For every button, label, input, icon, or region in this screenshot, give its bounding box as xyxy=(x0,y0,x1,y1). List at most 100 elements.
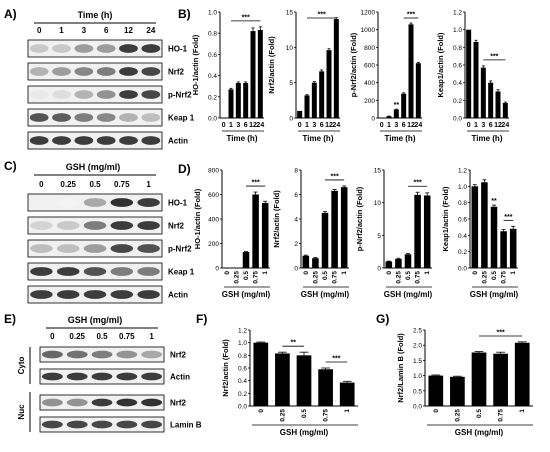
x-tick-label: 0 xyxy=(258,409,265,413)
blot-band xyxy=(56,244,80,253)
bar xyxy=(480,67,486,118)
lane-label: 0.5 xyxy=(96,332,108,341)
y-tick-label: 0.4 xyxy=(458,233,467,240)
x-tick-label: 3 xyxy=(236,122,240,129)
lane-label: 1 xyxy=(59,26,64,35)
y-tick-label: 0.4 xyxy=(208,73,217,80)
y-tick-label: 10 xyxy=(374,200,382,207)
blot-band xyxy=(74,136,94,145)
blot-band xyxy=(96,67,116,76)
y-tick-label: 800 xyxy=(208,168,219,175)
blot-band xyxy=(116,372,138,381)
group-label: Cyto xyxy=(17,357,26,375)
x-tick-label: 0 xyxy=(380,122,384,129)
lane-label: 12 xyxy=(124,26,133,35)
blot-band xyxy=(83,244,107,253)
bar xyxy=(481,182,488,268)
bar xyxy=(326,50,332,118)
blot-band xyxy=(74,90,94,99)
blot-band xyxy=(110,221,134,230)
y-tick-label: 0.4 xyxy=(238,378,247,385)
y-tick-label: 1.0 xyxy=(458,184,467,191)
blot-band xyxy=(41,420,63,429)
y-tick-label: 0.6 xyxy=(458,217,467,224)
x-tick-label: 0 xyxy=(386,271,393,275)
y-tick-label: 2.5 xyxy=(413,328,422,335)
x-tick-label: 0 xyxy=(224,271,231,275)
bar xyxy=(393,109,399,118)
significance-stars: *** xyxy=(242,14,250,21)
y-tick-label: 0 xyxy=(377,266,381,273)
x-tick-label: 0 xyxy=(472,271,479,275)
blot-band xyxy=(137,198,160,207)
x-tick-label: 1 xyxy=(344,409,351,413)
chart-f-8: F) 0.0 0.2 0.4 0.6 0.8 1.0 1.2 Nrf2/actin (Fold)… xyxy=(196,312,358,437)
x-tick-label: 24 xyxy=(414,122,422,129)
bar xyxy=(423,195,431,268)
x-axis-label: GSH (mg/ml) xyxy=(384,290,433,299)
blot-band xyxy=(41,398,63,407)
blot-band xyxy=(29,67,49,76)
y-tick-label: 0.8 xyxy=(238,353,247,360)
y-tick-label: 15 xyxy=(374,168,382,175)
panel-letter-a: A) xyxy=(4,7,17,21)
blot-band xyxy=(29,90,49,99)
blot-a-header: Time (h) xyxy=(78,10,113,20)
bar xyxy=(408,24,414,118)
x-tick-label: 0 xyxy=(433,409,440,413)
blot-band xyxy=(74,67,94,76)
y-tick-label: 1.0 xyxy=(238,340,247,347)
y-tick-label: 800 xyxy=(364,45,375,52)
blot-band xyxy=(74,113,94,122)
blot-band xyxy=(66,350,88,359)
bar xyxy=(302,255,310,268)
blot-band xyxy=(56,290,80,299)
x-tick-label: 1 xyxy=(229,122,233,129)
panel-letter-g: G) xyxy=(376,312,389,326)
panel-letter-f: F) xyxy=(196,312,207,326)
blot-band xyxy=(91,350,113,359)
x-tick-label: 12 xyxy=(249,122,257,129)
y-tick-label: 0.2 xyxy=(238,391,247,398)
bar xyxy=(488,82,494,118)
blot-band xyxy=(137,267,160,276)
blot-band xyxy=(119,44,138,53)
bar xyxy=(495,91,501,118)
blot-band xyxy=(141,372,163,381)
x-tick-label: 1 xyxy=(341,271,348,275)
y-tick-label: 0.6 xyxy=(238,366,247,373)
x-tick-label: 24 xyxy=(256,122,264,129)
blot-row-label: Keap 1 xyxy=(168,268,195,277)
blot-row-label: Lamin B xyxy=(170,421,202,430)
blot-band xyxy=(119,136,138,145)
x-tick-label: 3 xyxy=(394,122,398,129)
x-tick-label: 24 xyxy=(501,122,509,129)
bar xyxy=(450,376,465,406)
x-axis-label: GSH (mg/ml) xyxy=(470,290,519,299)
y-axis-label: Nrf2/Lamin B (Fold) xyxy=(396,333,405,403)
lane-label: 1 xyxy=(146,180,151,189)
blot-band xyxy=(116,420,138,429)
blot-band xyxy=(141,113,161,122)
blot-band xyxy=(41,350,63,359)
y-axis-label: Nrf2/actin (Fold) xyxy=(272,190,281,248)
bar xyxy=(311,82,317,118)
x-axis-label: GSH (mg/ml) xyxy=(301,290,350,299)
bar xyxy=(333,19,339,118)
blot-c-header: GSH (mg/ml) xyxy=(66,162,121,172)
y-tick-label: 0.2 xyxy=(458,249,467,256)
x-axis-label: Time (h) xyxy=(227,134,258,143)
blot-band xyxy=(110,267,134,276)
y-axis-label: Keap1/actin (Fold) xyxy=(441,186,450,252)
x-tick-label: 0.25 xyxy=(233,271,240,284)
bar xyxy=(490,206,498,268)
blot-band xyxy=(91,398,113,407)
bar xyxy=(385,261,393,268)
x-tick-label: 12 xyxy=(494,122,502,129)
x-tick-label: 3 xyxy=(312,122,316,129)
y-tick-label: 5 xyxy=(289,80,293,87)
lane-label: 24 xyxy=(146,26,155,35)
x-tick-label: 0.75 xyxy=(253,271,260,284)
lane-label: 0.5 xyxy=(89,180,101,189)
